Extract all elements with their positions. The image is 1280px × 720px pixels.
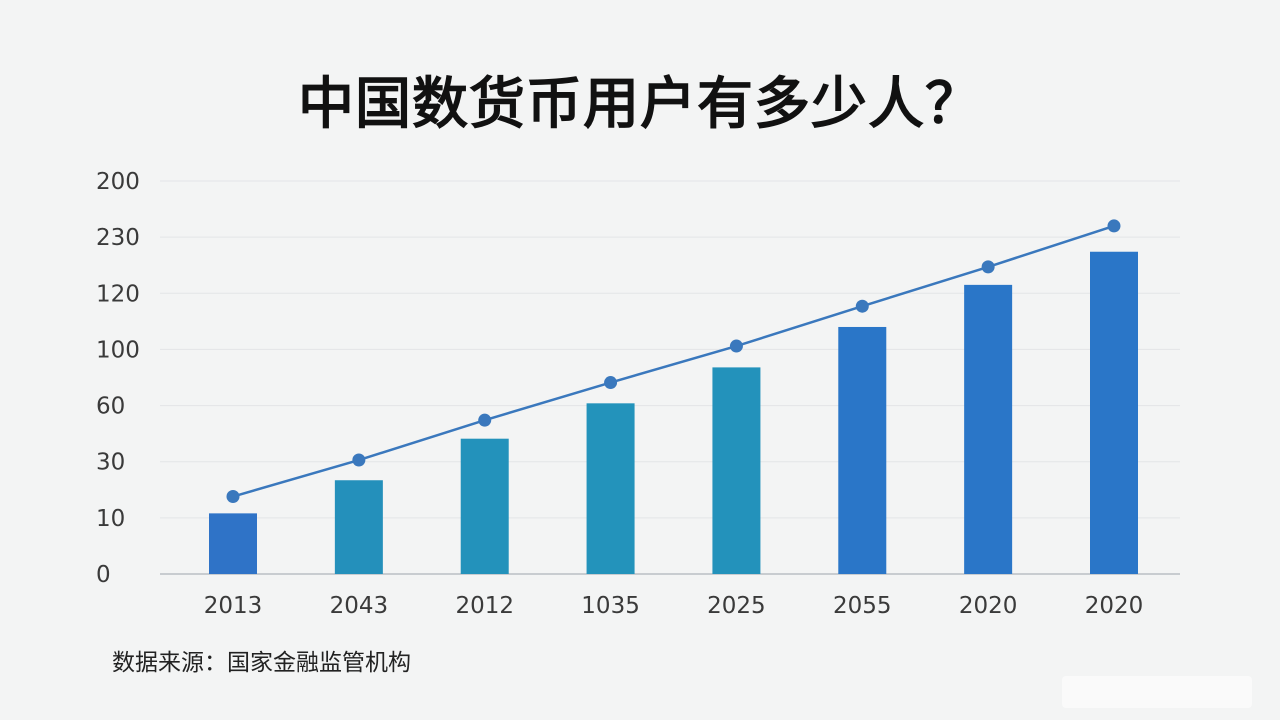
y-tick-label: 10 (96, 506, 125, 532)
trend-point (478, 413, 492, 427)
trend-point (1107, 219, 1121, 233)
y-tick-label: 120 (96, 281, 140, 307)
bar (838, 326, 887, 574)
y-tick-label: 200 (96, 169, 140, 195)
watermark (1062, 676, 1252, 708)
bar (1090, 251, 1138, 575)
trend-point (352, 453, 366, 467)
trend-point (729, 339, 743, 353)
x-tick-label: 2012 (455, 593, 514, 619)
y-tick-label: 0 (96, 562, 111, 588)
trend-point (855, 299, 869, 313)
x-tick-label: 2025 (707, 593, 766, 619)
x-tick-label: 2055 (833, 593, 892, 619)
bar (209, 513, 257, 574)
trend-point (604, 376, 618, 390)
bar (586, 403, 635, 574)
source-note: 数据来源：国家金融监管机构 (112, 650, 411, 676)
x-tick-label: 2013 (204, 593, 263, 619)
bar (460, 438, 509, 574)
x-tick-label: 2020 (1085, 593, 1144, 619)
y-tick-label: 230 (96, 225, 140, 251)
y-tick-label: 30 (96, 450, 125, 476)
y-tick-label: 100 (96, 337, 140, 363)
bar (334, 480, 383, 574)
x-tick-label: 2043 (330, 593, 389, 619)
bar (964, 284, 1013, 574)
bars (209, 251, 1138, 575)
trend-point (981, 260, 995, 274)
gridlines (160, 180, 1180, 575)
trend-point (226, 490, 240, 504)
trend-line (226, 219, 1121, 504)
x-axis-tick-labels: 2013 2043 2012 1035 2025 2055 2020 2020 (204, 593, 1144, 619)
chart-title: 中国数货币用户有多少人？ (298, 72, 982, 137)
bar (712, 367, 761, 574)
x-tick-label: 1035 (581, 593, 640, 619)
trend-line-path (232, 224, 1115, 498)
x-tick-label: 2020 (959, 593, 1018, 619)
y-axis-tick-labels: 0 10 30 60 100 120 230 200 (96, 169, 140, 588)
y-tick-label: 60 (96, 394, 125, 420)
